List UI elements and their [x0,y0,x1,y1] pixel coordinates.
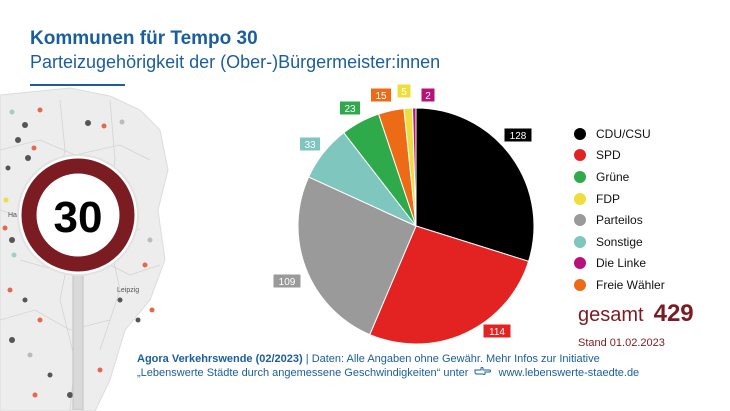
legend-label: FDP [596,191,620,206]
legend-label: Die Linke [596,256,647,271]
data-label-text: 114 [489,327,505,338]
data-label-text: 2 [425,91,431,102]
data-label-text: 23 [344,104,356,115]
pie-slice-cdu-csu [415,107,535,262]
footer-separator: | [305,353,309,365]
data-label-sonstige: 33 [300,137,320,151]
legend-item: Grüne [574,166,665,188]
chart-subtitle: Parteizugehörigkeit der (Ober-)Bürgermei… [30,52,441,72]
pointing-hand-icon [474,366,492,380]
legend-label: Freie Wähler [596,277,665,292]
pie-slice-parteilos [297,176,417,336]
total-value: 429 [653,300,694,327]
data-label-text: 15 [375,91,387,102]
legend-label: Parteilos [596,213,643,228]
legend-swatch [574,127,586,140]
data-label-grüne: 23 [340,101,360,115]
legend-item: Freie Wähler [574,274,665,296]
legend-swatch [574,257,586,270]
footer-line-2: „Lebenswerte Städte durch angemessene Ge… [137,366,707,380]
chart-title: Kommunen für Tempo 30 [30,28,258,49]
legend-label: SPD [596,148,621,163]
data-label-die-linke: 2 [421,88,435,102]
legend-swatch [574,170,586,183]
legend-item: CDU/CSU [574,123,665,145]
legend-swatch [574,149,586,162]
legend-label: Grüne [596,169,630,184]
data-label-parteilos: 109 [273,274,301,288]
legend-item: Sonstige [574,231,665,253]
sign-red-ring [21,158,135,272]
sign-inner-face [37,174,119,256]
data-label-spd: 114 [483,324,511,338]
data-label-text: 33 [304,140,316,151]
legend-label: CDU/CSU [596,126,651,141]
legend-item: FDP [574,188,665,210]
pie-slice-spd [369,225,530,345]
footer-disclaimer: Daten: Alle Angaben ohne Gewähr. Mehr In… [311,353,600,365]
total-summary: gesamt 429 [578,300,694,328]
data-label-freie-wähler: 15 [371,88,391,102]
legend-swatch [574,235,586,248]
legend-label: Sonstige [596,234,643,249]
total-label: gesamt [578,304,644,326]
map-city-label: Leipzig [117,287,140,294]
legend-item: Parteilos [574,209,665,231]
footer: Agora Verkehrswende (02/2023) | Daten: A… [137,352,707,380]
title-underline [30,84,125,86]
data-label-cdu-csu: 128 [504,128,532,142]
legend-swatch [574,278,586,291]
legend-swatch [574,214,586,227]
legend-item: SPD [574,145,665,167]
footer-line-1: Agora Verkehrswende (02/2023) | Daten: A… [137,352,707,366]
legend-swatch [574,192,586,205]
data-label-text: 109 [279,277,296,288]
data-date: Stand 01.02.2023 [578,337,665,349]
data-label-text: 5 [401,87,407,98]
chart-legend: CDU/CSU SPD Grüne FDP Parteilos Sonstige… [574,123,665,296]
map-city-dots [2,107,155,398]
footer-source: Agora Verkehrswende (02/2023) [137,353,303,365]
speed-limit-sign: 30 [17,154,139,410]
pie-slice-die-linke [412,107,417,227]
legend-item: Die Linke [574,253,665,275]
footer-initiative: „Lebenswerte Städte durch angemessene Ge… [137,367,469,379]
website-link[interactable]: www.lebenswerte-staedte.de [498,367,640,379]
map-city-label: Har [8,212,20,219]
data-label-text: 128 [510,131,527,142]
sign-number: 30 [54,193,103,242]
data-label-fdp: 5 [397,84,411,98]
